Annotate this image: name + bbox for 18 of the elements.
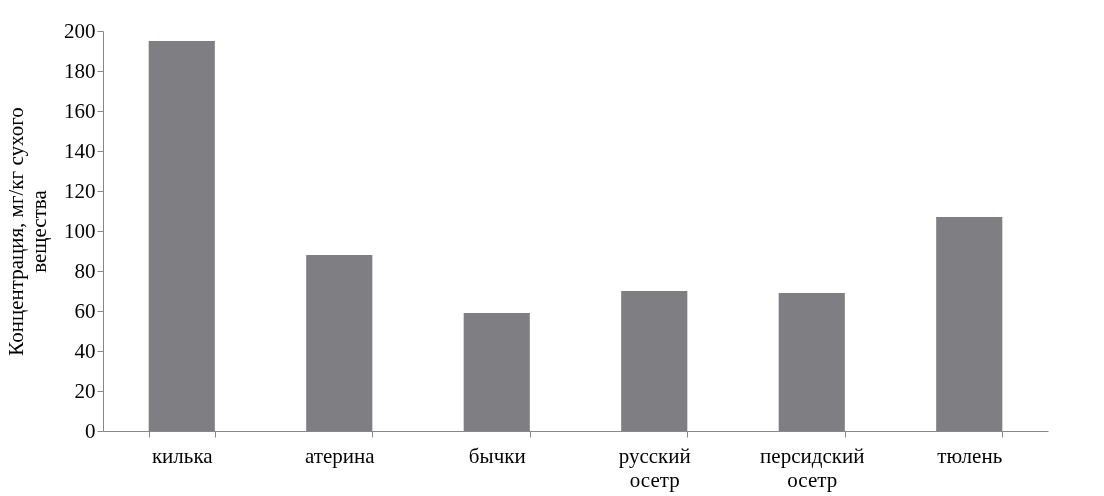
y-tick-label: 200 <box>64 18 96 43</box>
x-tick-label: русский осетр <box>618 443 691 492</box>
y-tick-label: 140 <box>64 138 96 163</box>
x-tick-label: персидский осетр <box>760 443 865 492</box>
x-tick-label: атерина <box>304 443 376 468</box>
x-tick-label: тюлень <box>937 443 1003 468</box>
y-tick-label: 120 <box>64 178 96 203</box>
y-tick-label: 0 <box>85 418 96 443</box>
y-tick-label: 20 <box>74 378 96 403</box>
y-tick-label: 40 <box>74 338 96 363</box>
y-axis-title: Концентрация, мг/кг сухого вещества <box>4 107 51 356</box>
y-tick-label: 80 <box>74 258 96 283</box>
y-tick-label: 60 <box>74 298 96 323</box>
x-tick-label: бычки <box>468 443 526 468</box>
y-tick-label: 100 <box>64 218 96 243</box>
y-tick-label: 180 <box>64 58 96 83</box>
x-tick-label: килька <box>151 443 214 468</box>
y-tick-label: 160 <box>64 98 96 123</box>
